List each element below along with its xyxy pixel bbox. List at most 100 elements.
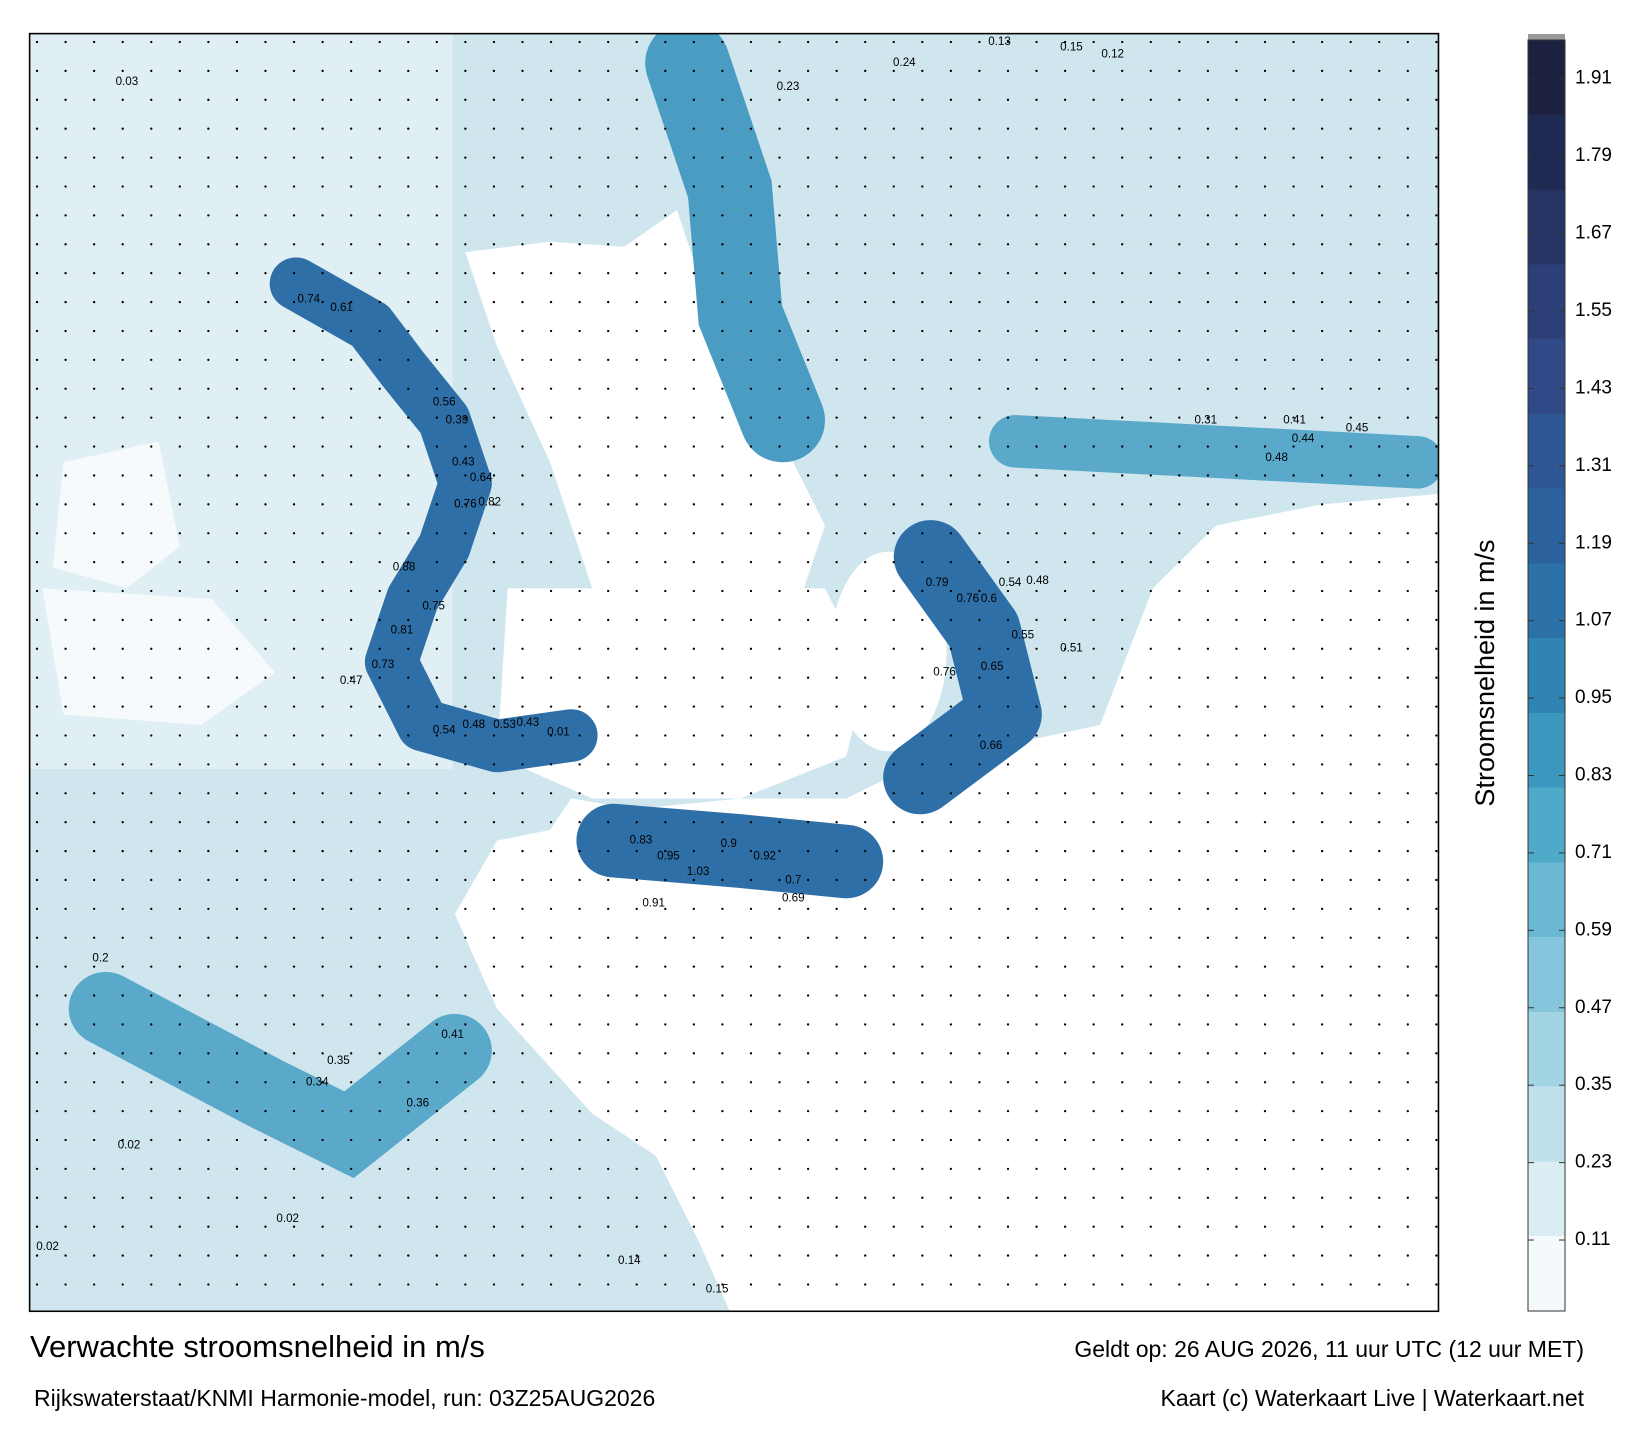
grid-dot xyxy=(207,214,210,217)
grid-dot xyxy=(721,589,724,593)
grid-dot xyxy=(92,1081,96,1084)
grid-dot xyxy=(1149,156,1152,159)
grid-dot xyxy=(121,1023,124,1026)
grid-dot xyxy=(1121,821,1124,824)
grid-dot xyxy=(64,618,67,622)
grid-dot xyxy=(778,445,781,448)
grid-dot xyxy=(921,416,924,419)
grid-dot xyxy=(806,1225,810,1228)
grid-dot xyxy=(835,40,838,44)
grid-dot xyxy=(578,185,581,188)
grid-dot xyxy=(178,1225,181,1228)
grid-dot xyxy=(549,185,553,188)
grid-dot xyxy=(150,1023,153,1026)
grid-dot xyxy=(864,1023,867,1026)
grid-dot xyxy=(778,358,781,362)
grid-dot xyxy=(1378,705,1381,708)
grid-dot xyxy=(1263,300,1267,304)
grid-dot xyxy=(978,994,981,997)
grid-dot xyxy=(806,243,810,246)
grid-dot xyxy=(207,445,210,448)
grid-dot xyxy=(235,416,239,419)
grid-dot xyxy=(1263,763,1267,766)
grid-dot xyxy=(464,300,467,304)
grid-dot xyxy=(435,676,438,679)
grid-dot xyxy=(349,532,353,535)
current-value: 0.12 xyxy=(1101,49,1124,61)
grid-dot xyxy=(264,300,267,304)
grid-dot xyxy=(150,445,153,448)
grid-dot xyxy=(1349,503,1352,506)
grid-dot xyxy=(1406,387,1409,390)
grid-dot xyxy=(1235,1052,1238,1055)
grid-dot xyxy=(292,1052,296,1055)
grid-dot xyxy=(1292,1167,1295,1171)
grid-dot xyxy=(64,40,67,44)
grid-dot xyxy=(549,965,553,968)
grid-dot xyxy=(806,445,810,448)
grid-dot xyxy=(235,1138,239,1142)
grid-dot xyxy=(35,1138,39,1142)
grid-dot xyxy=(150,474,153,477)
grid-dot xyxy=(607,243,610,246)
grid-dot xyxy=(1063,965,1067,968)
grid-dot xyxy=(1378,272,1381,275)
grid-dot xyxy=(150,156,153,159)
grid-dot xyxy=(1121,300,1124,304)
grid-dot xyxy=(721,965,724,968)
grid-dot xyxy=(1206,1138,1210,1142)
grid-dot xyxy=(92,98,96,101)
grid-dot xyxy=(1035,676,1038,679)
grid-dot xyxy=(178,300,181,304)
grid-dot xyxy=(921,821,924,824)
grid-dot xyxy=(921,503,924,506)
grid-dot xyxy=(864,214,867,217)
grid-dot xyxy=(464,763,467,766)
grid-dot xyxy=(292,849,296,853)
grid-dot xyxy=(1235,1023,1238,1026)
grid-dot xyxy=(1349,647,1352,650)
grid-dot xyxy=(1378,849,1381,853)
grid-dot xyxy=(578,40,581,44)
grid-dot xyxy=(635,1283,638,1286)
grid-dot xyxy=(806,907,810,911)
grid-dot xyxy=(378,474,381,477)
grid-dot xyxy=(1006,387,1010,390)
grid-dot xyxy=(864,1081,867,1084)
grid-dot xyxy=(492,214,496,217)
grid-dot xyxy=(464,358,467,362)
grid-dot xyxy=(64,1081,67,1084)
grid-dot xyxy=(264,358,267,362)
grid-dot xyxy=(1206,792,1210,795)
grid-dot xyxy=(721,532,724,535)
grid-dot xyxy=(407,416,410,419)
grid-dot xyxy=(521,358,524,362)
grid-dot xyxy=(835,127,838,130)
grid-dot xyxy=(835,1023,838,1026)
current-value: 0.64 xyxy=(470,472,493,484)
grid-dot xyxy=(292,416,296,419)
grid-dot xyxy=(549,676,553,679)
grid-dot xyxy=(1063,243,1067,246)
grid-dot xyxy=(607,1109,610,1113)
grid-dot xyxy=(1378,1109,1381,1113)
grid-dot xyxy=(949,1283,953,1286)
grid-dot xyxy=(521,1225,524,1228)
grid-dot xyxy=(521,214,524,217)
grid-dot xyxy=(578,416,581,419)
grid-dot xyxy=(1063,69,1067,73)
grid-dot xyxy=(1006,503,1010,506)
grid-dot xyxy=(435,329,438,333)
grid-dot xyxy=(692,532,696,535)
grid-dot xyxy=(749,763,753,766)
grid-dot xyxy=(92,821,96,824)
grid-dot xyxy=(1235,589,1238,593)
grid-dot xyxy=(64,358,67,362)
grid-dot xyxy=(1320,1109,1324,1113)
grid-dot xyxy=(1035,127,1038,130)
grid-dot xyxy=(664,907,667,911)
grid-dot xyxy=(64,1283,67,1286)
grid-dot xyxy=(835,1052,838,1055)
grid-dot xyxy=(549,387,553,390)
grid-dot xyxy=(1035,589,1038,593)
